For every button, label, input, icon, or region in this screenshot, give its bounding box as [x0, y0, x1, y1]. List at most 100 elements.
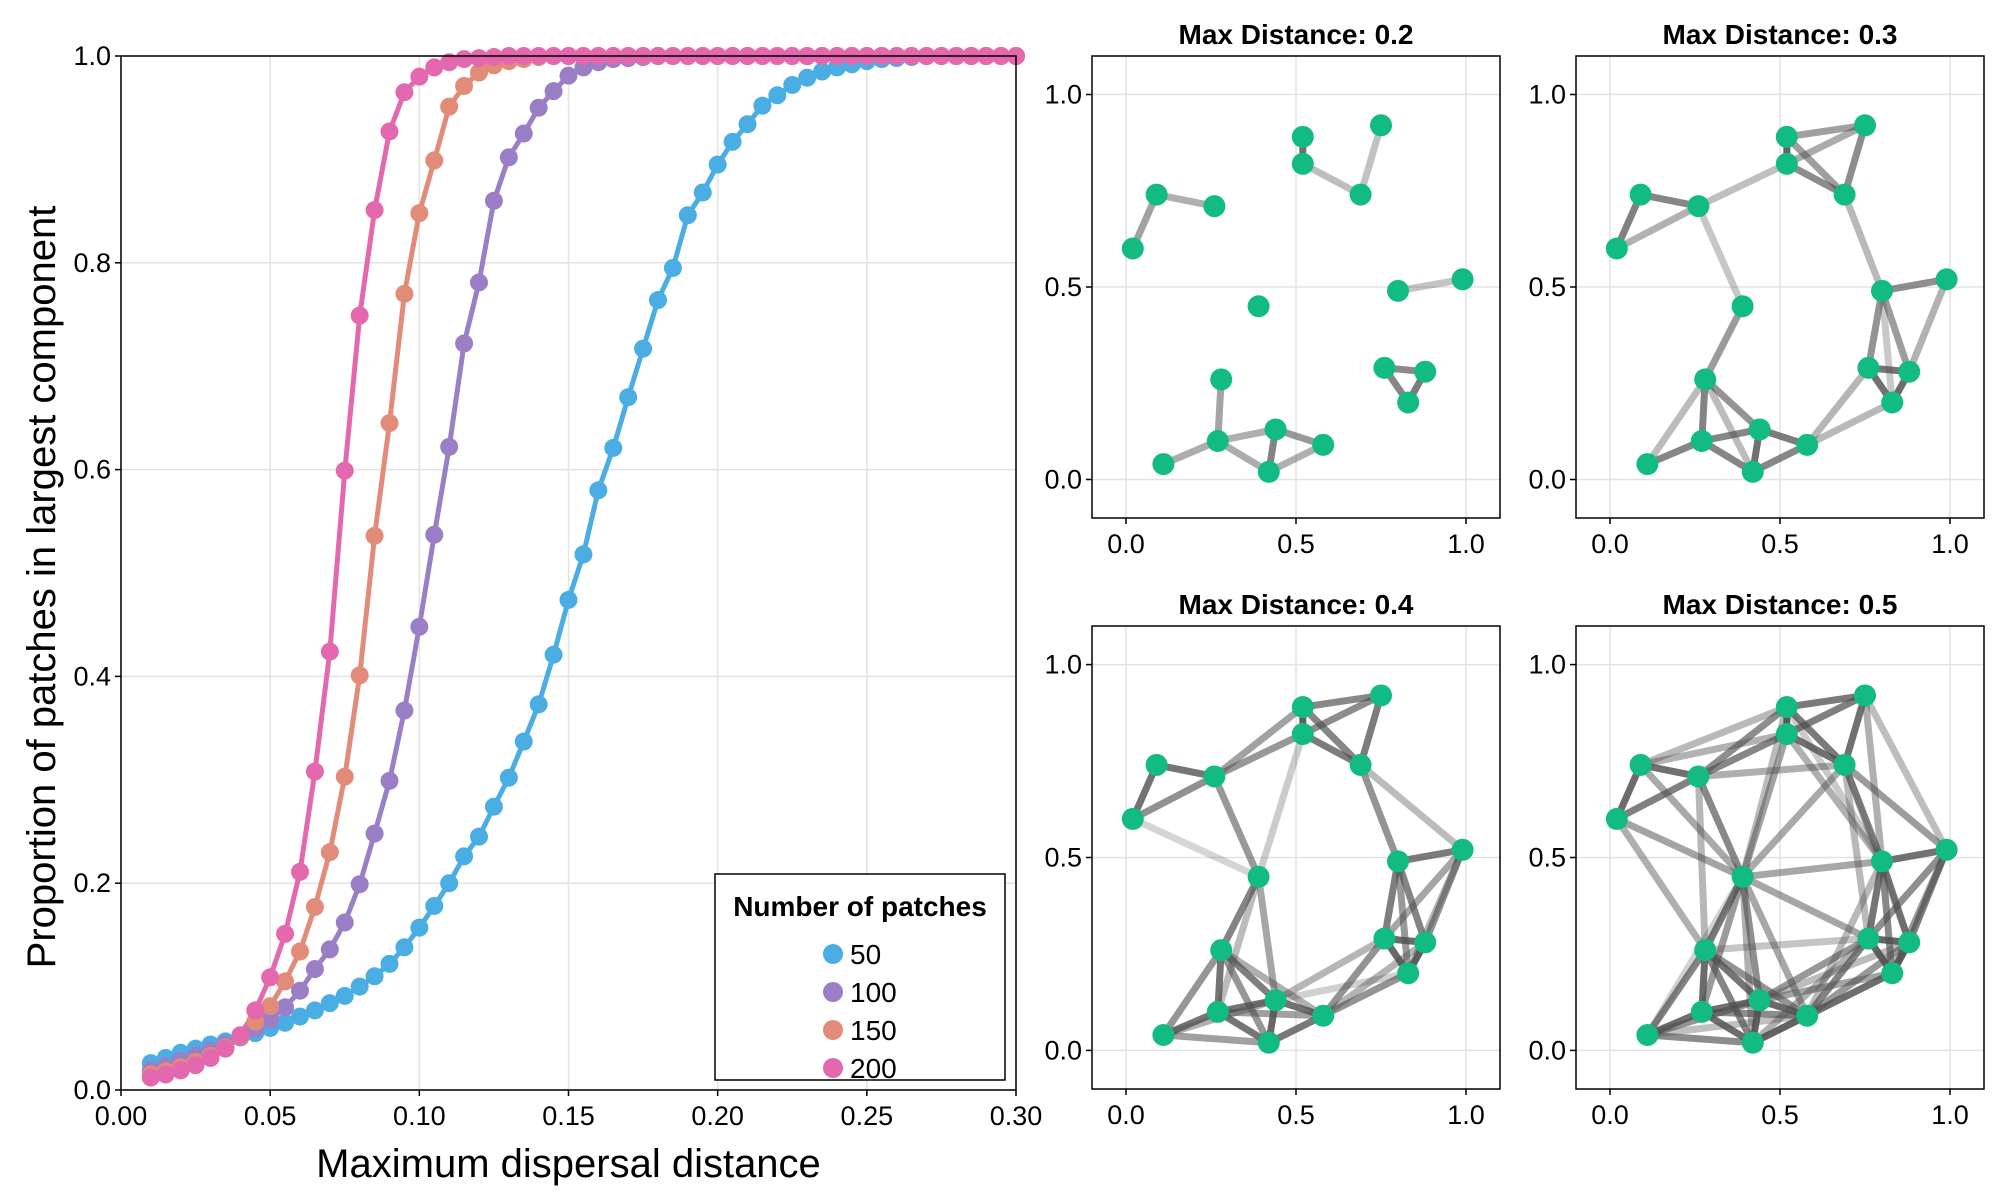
network-node: [1690, 430, 1713, 452]
data-point-50: [484, 797, 503, 816]
data-point-200: [410, 67, 429, 86]
network-node: [1247, 295, 1270, 318]
panel-title: Max Distance: 0.3: [1663, 19, 1898, 50]
network-node: [1312, 1004, 1335, 1027]
network-node: [1629, 753, 1652, 776]
network-node: [1871, 279, 1893, 302]
network-edge: [1647, 1031, 1754, 1047]
network-edge: [1703, 947, 1810, 1019]
network-node: [1731, 865, 1754, 888]
data-point-50: [305, 1001, 324, 1020]
data-point-50: [604, 438, 623, 457]
network-edge: [1214, 875, 1262, 1013]
network-edge: [1211, 775, 1262, 879]
data-point-200: [276, 924, 295, 943]
data-point-200: [484, 48, 503, 67]
data-point-50: [649, 291, 667, 310]
data-point-200: [186, 1056, 205, 1075]
data-point-200: [320, 642, 339, 661]
network-panel-3: 0.0 0.5 1.0 0.0 0.5 1.0 Max Distance: 0.4: [1044, 589, 1501, 1130]
legend-title: Number of patches: [733, 891, 987, 922]
network-edge: [1878, 290, 1896, 403]
data-point-150: [320, 843, 339, 862]
data-point-150: [276, 972, 295, 991]
network-edge: [1255, 732, 1307, 878]
data-point-150: [470, 63, 488, 82]
network-edge: [1784, 134, 1848, 198]
network-node: [1121, 237, 1144, 260]
main-plot: 0.00 0.05 0.10 0.15 0.20 0.25 0.30 0.0 0.2 0.4 0.6…: [20, 41, 1042, 1186]
network-node: [1206, 1000, 1229, 1023]
data-point-100: [320, 940, 339, 959]
data-point-50: [813, 62, 832, 81]
data-point-200: [291, 862, 309, 881]
network-node: [1629, 183, 1652, 206]
network-edge: [1131, 773, 1217, 823]
network-edge: [1861, 693, 1950, 852]
x-tick-label: 0.15: [542, 1101, 595, 1131]
network-edge: [1841, 763, 1886, 863]
network-panel-4: 0.0 0.5 1.0 0.0 0.5 1.0 Max Distance: 0.5: [1528, 589, 1985, 1130]
data-point-100: [455, 334, 474, 353]
network-node: [1291, 125, 1314, 148]
network-node: [1636, 1023, 1659, 1046]
network-edge: [1861, 695, 1886, 862]
panel-x-tick-label: 0.5: [1277, 1100, 1315, 1130]
network-node: [1414, 931, 1437, 954]
panel-x-tick-label: 1.0: [1447, 529, 1485, 559]
data-point-50: [499, 768, 518, 787]
data-point-100: [365, 824, 384, 843]
network-edge: [1394, 861, 1412, 974]
data-point-100: [305, 960, 324, 979]
legend-label-150: 150: [850, 1015, 897, 1046]
legend-marker-150: [823, 1020, 843, 1040]
panel-x-tick-label: 1.0: [1447, 1100, 1485, 1130]
panel-y-tick-label: 0.5: [1528, 843, 1566, 873]
data-point-100: [380, 771, 399, 790]
data-point-100: [276, 998, 295, 1017]
y-tick-label: 0.0: [73, 1075, 111, 1105]
data-point-100: [544, 82, 563, 101]
panel-x-tick-label: 0.0: [1107, 529, 1145, 559]
network-node: [1935, 268, 1958, 291]
network-node: [1152, 1023, 1175, 1046]
y-tick-label: 0.8: [73, 248, 111, 278]
network-edge: [1878, 289, 1913, 373]
network-node: [1387, 850, 1409, 873]
network-edge: [1785, 692, 1867, 738]
network-edge: [1163, 1031, 1270, 1047]
data-point-150: [380, 414, 399, 433]
network-panel-1: 0.0 0.5 1.0 0.0 0.5 1.0 Max Distance: 0.2: [1044, 19, 1501, 559]
panel-title: Max Distance: 0.5: [1663, 589, 1898, 620]
data-point-50: [425, 896, 444, 915]
network-node: [1605, 807, 1628, 830]
network-edge: [1218, 948, 1272, 1045]
data-point-200: [305, 762, 324, 781]
network-node: [1264, 989, 1287, 1012]
network-edge: [1321, 970, 1410, 1019]
data-point-50: [619, 388, 638, 407]
network-edge: [1131, 815, 1261, 880]
network-edge: [1639, 703, 1789, 769]
network-node: [1775, 696, 1798, 719]
network-edge: [1865, 847, 1950, 941]
data-point-50: [589, 481, 608, 500]
network-node: [1748, 418, 1771, 441]
network-node: [1210, 368, 1233, 391]
network-edge: [1739, 732, 1791, 878]
network-edge: [1742, 857, 1883, 881]
data-point-50: [350, 977, 369, 996]
network-edge: [1615, 203, 1701, 252]
data-point-50: [365, 967, 384, 986]
network-node: [1291, 723, 1314, 746]
network-node: [1636, 453, 1659, 476]
data-point-50: [559, 590, 578, 609]
network-node: [1833, 183, 1856, 206]
network-node: [1387, 279, 1409, 302]
data-point-200: [246, 1001, 265, 1020]
data-point-150: [455, 76, 474, 95]
data-point-50: [395, 938, 414, 957]
network-edge: [1255, 876, 1280, 1001]
network-edge: [1804, 365, 1872, 448]
panel-x-tick-label: 0.0: [1107, 1100, 1145, 1130]
